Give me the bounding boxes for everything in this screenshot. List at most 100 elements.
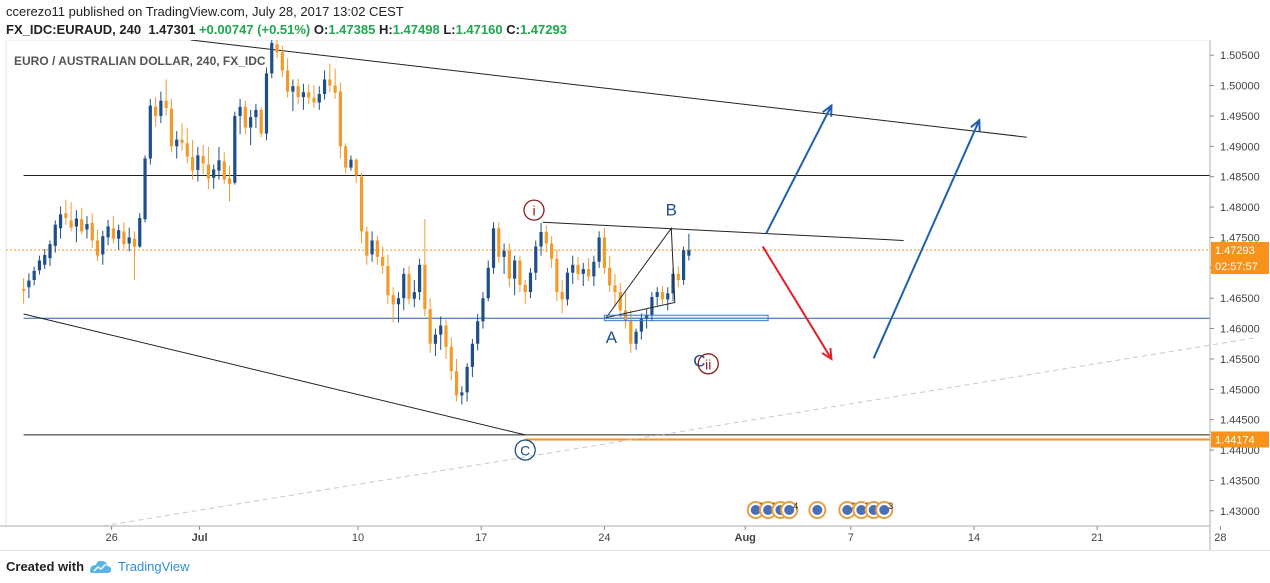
candle-body xyxy=(486,267,490,299)
candle xyxy=(534,240,538,280)
candle xyxy=(507,243,511,288)
candle-body xyxy=(154,106,158,116)
y-tick-label: 1.48500 xyxy=(1220,172,1260,184)
wave-label-text: i xyxy=(532,203,535,219)
candle xyxy=(43,248,47,270)
trend-line xyxy=(542,221,904,241)
candle xyxy=(433,328,438,356)
candle xyxy=(296,78,300,104)
arrow-head xyxy=(821,347,833,361)
candle xyxy=(650,292,654,322)
symbol-ohlc-line: FX_IDC:EURAUD, 240 1.47301 +0.00747 (+0.… xyxy=(6,22,567,37)
candle-body xyxy=(418,264,422,293)
candle-body xyxy=(539,231,543,247)
candle-body xyxy=(312,97,316,103)
candle-body xyxy=(322,79,327,95)
y-tick-label: 1.45000 xyxy=(1220,384,1260,396)
x-tick-label: 7 xyxy=(848,532,854,544)
candle-body xyxy=(296,86,300,98)
candle xyxy=(682,246,686,285)
candle xyxy=(95,229,100,262)
x-tick-label: 21 xyxy=(1091,532,1103,544)
candle-body xyxy=(597,237,601,262)
candles xyxy=(22,40,691,405)
chart-header: ccerezo11 published on TradingView.com, … xyxy=(0,0,1270,40)
bar-timer-text: 02:57:57 xyxy=(1215,261,1258,273)
candle xyxy=(154,97,158,127)
footer: Created with TradingView xyxy=(0,550,1270,583)
candle-body xyxy=(275,44,279,53)
candle xyxy=(454,358,459,402)
candle xyxy=(322,70,327,100)
candle-body xyxy=(238,106,242,116)
candle xyxy=(418,258,422,301)
candle-body xyxy=(576,264,580,274)
candle xyxy=(381,246,385,274)
candle xyxy=(349,155,353,171)
candle xyxy=(90,213,94,248)
candle xyxy=(53,220,57,253)
candle xyxy=(127,227,131,252)
candle xyxy=(592,255,596,287)
candle-body xyxy=(544,231,548,244)
candle xyxy=(196,146,200,182)
candle xyxy=(407,265,411,305)
candle xyxy=(180,123,184,151)
tradingview-brand-link[interactable]: TradingView xyxy=(118,559,190,574)
candle xyxy=(301,83,306,110)
candle-body xyxy=(270,43,274,74)
candle xyxy=(206,146,210,190)
author-name[interactable]: ccerezo11 xyxy=(6,4,66,19)
candle xyxy=(270,40,274,79)
candle-body xyxy=(660,292,665,300)
y-tick-label: 1.49500 xyxy=(1220,111,1260,123)
arrow-shaft xyxy=(872,119,981,359)
x-tick-label: Aug xyxy=(735,532,756,544)
published-text: published on TradingView.com, July 28, 2… xyxy=(68,4,404,19)
candle xyxy=(486,260,490,302)
candle-body xyxy=(565,272,570,300)
y-tick-label: 1.45500 xyxy=(1220,354,1260,366)
candle xyxy=(354,158,358,183)
candle-body xyxy=(687,250,691,256)
candle xyxy=(365,226,369,265)
candle xyxy=(106,219,110,246)
candle xyxy=(550,236,554,268)
plot-border xyxy=(5,40,1211,527)
price-chart[interactable]: iBACiiC23342223 1.505001.500001.495001.4… xyxy=(0,40,1270,550)
candle xyxy=(22,278,26,304)
candle-body xyxy=(64,213,68,218)
trend-line xyxy=(190,40,1027,138)
candle xyxy=(555,249,559,302)
candle xyxy=(565,267,570,306)
last-price: 1.47301 xyxy=(148,22,196,37)
event-flag-dot xyxy=(763,505,774,515)
candle-body xyxy=(101,236,105,255)
candle xyxy=(48,240,52,266)
candle xyxy=(138,213,142,248)
candle-body xyxy=(37,260,42,271)
candle xyxy=(623,292,628,329)
candle-body xyxy=(254,109,258,118)
candle-body xyxy=(233,115,237,183)
y-tick-label: 1.50000 xyxy=(1220,81,1260,93)
candle xyxy=(423,219,427,317)
candle-body xyxy=(201,156,205,164)
candle xyxy=(444,319,448,359)
wave-label: C xyxy=(514,439,536,461)
candle xyxy=(37,255,42,275)
candle-body xyxy=(338,91,342,147)
candle xyxy=(111,216,115,244)
candle-body xyxy=(639,318,643,332)
low-value: 1.47160 xyxy=(455,22,503,37)
candle-body xyxy=(381,256,385,266)
candle-body xyxy=(164,100,168,109)
candle-body xyxy=(117,230,121,239)
candle-body xyxy=(243,106,247,128)
candle xyxy=(476,313,480,351)
candle-body xyxy=(592,261,596,277)
candle-body xyxy=(454,371,459,396)
arrow-head xyxy=(970,118,981,132)
candle xyxy=(32,266,36,286)
candle xyxy=(608,255,612,293)
